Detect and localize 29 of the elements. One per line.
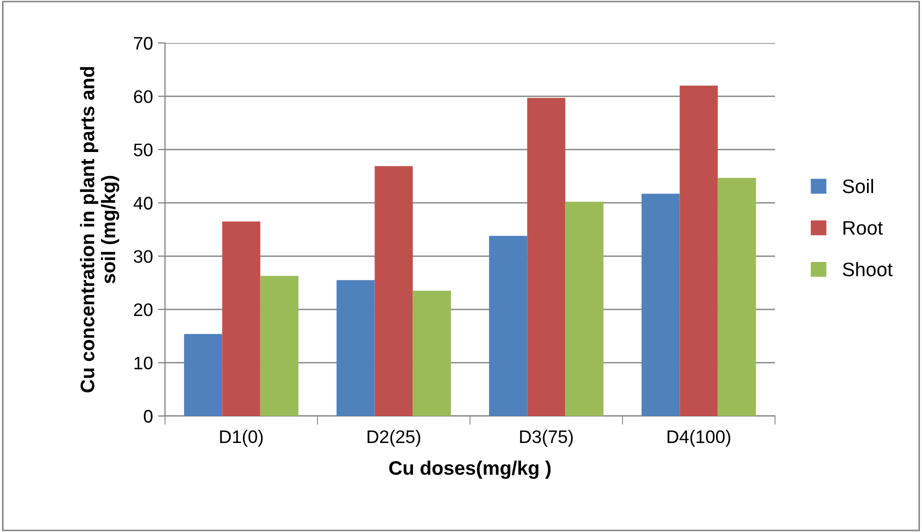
y-tick-label: 20 <box>134 303 152 316</box>
bar <box>642 194 680 416</box>
legend-label: Shoot <box>842 262 893 276</box>
legend-label: Root <box>844 221 883 235</box>
bar <box>184 334 222 416</box>
bar <box>336 280 375 416</box>
y-tick-label: 40 <box>134 196 152 210</box>
bar <box>412 290 451 416</box>
y-tick-label: 60 <box>134 90 152 104</box>
y-tick-label: 30 <box>134 250 152 263</box>
x-tick-label: D3(75) <box>520 430 573 447</box>
y-tick-label: 50 <box>134 144 152 156</box>
x-tick-label: D4(100) <box>668 430 730 447</box>
bar <box>374 166 413 416</box>
y-axis-title: Cu concentration in plant parts and soil (mg/kg) <box>80 67 120 392</box>
bar <box>565 202 604 416</box>
x-tick-label: D2(25) <box>368 430 420 447</box>
bar <box>260 276 298 416</box>
bar <box>680 86 718 416</box>
y-tick-label: 10 <box>134 356 152 370</box>
y-tick-label: 70 <box>134 36 152 50</box>
x-tick-label: D1(0) <box>220 430 263 447</box>
y-tick-label: 0 <box>144 410 152 423</box>
legend-label: Soil <box>842 178 874 194</box>
bar <box>222 222 260 416</box>
bar <box>527 98 566 416</box>
x-axis-title: Cu doses(mg/kg ) <box>389 460 551 479</box>
bar <box>718 178 756 416</box>
bar <box>489 236 528 416</box>
